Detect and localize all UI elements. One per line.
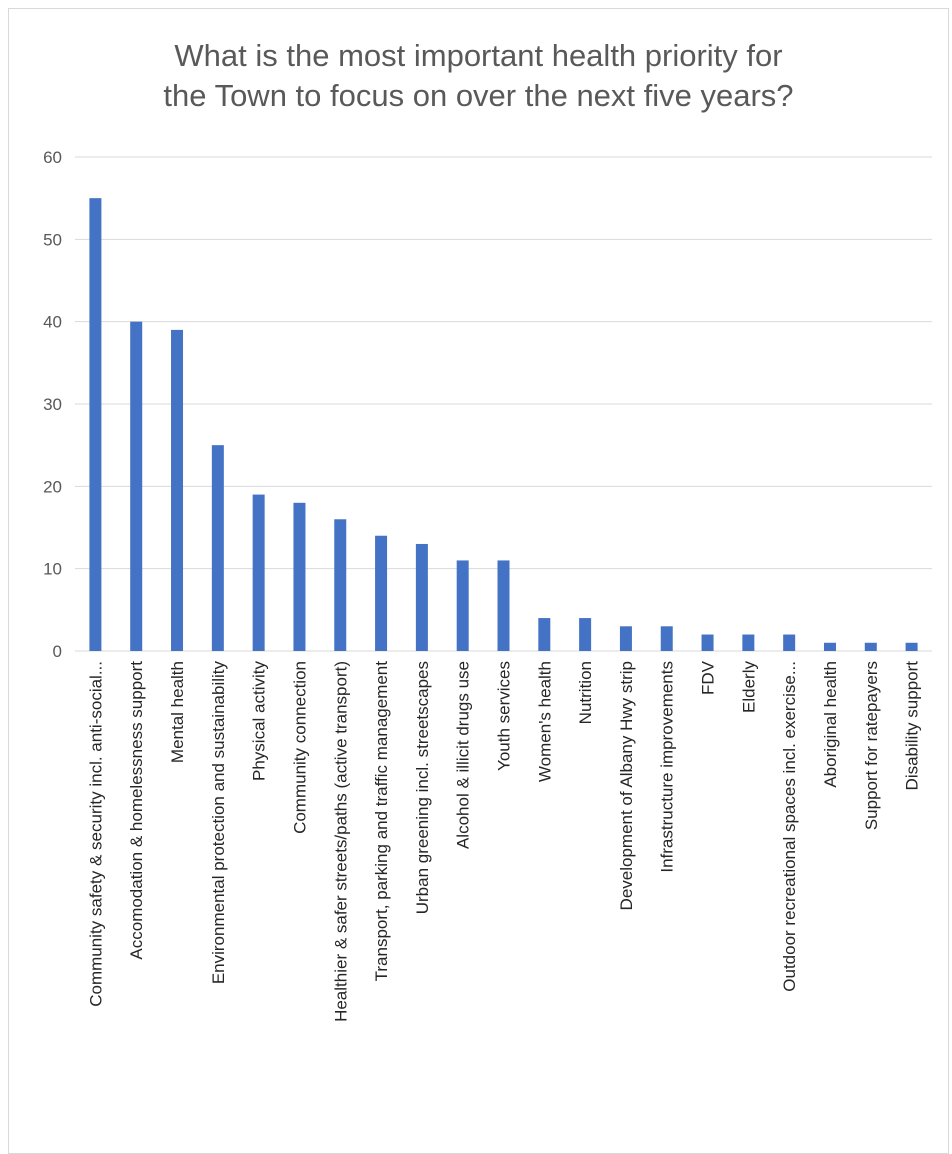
x-category-label: Community safety & security incl. anti-s… xyxy=(86,661,105,1007)
x-category-label: Transport, parking and traffic managemen… xyxy=(372,661,391,982)
chart-title: What is the most important health priori… xyxy=(8,36,949,116)
bar xyxy=(456,560,469,651)
x-category-label: Outdoor recreational spaces incl. exerci… xyxy=(780,661,799,992)
bar xyxy=(293,502,306,651)
bar xyxy=(334,519,347,651)
chart-title-line-2: the Town to focus on over the next five … xyxy=(163,78,794,113)
y-tick-label: 50 xyxy=(43,230,62,249)
x-category-label: Disability support xyxy=(903,661,922,791)
x-category-label: Mental health xyxy=(168,661,187,763)
x-category-label: FDV xyxy=(699,660,718,695)
bar xyxy=(579,618,592,651)
x-category-label: Development of Albany Hwy strip xyxy=(617,661,636,910)
bar xyxy=(497,560,510,651)
y-tick-label: 10 xyxy=(43,560,62,579)
x-category-label: Healthier & safer streets/paths (active … xyxy=(331,661,350,1022)
x-category-label: Youth services xyxy=(495,661,514,771)
x-category-label: Environmental protection and sustainabil… xyxy=(209,661,228,985)
x-category-label: Infrastructure improvements xyxy=(658,661,677,873)
chart-frame xyxy=(8,8,949,1154)
y-tick-label: 40 xyxy=(43,313,62,332)
bar xyxy=(252,494,265,651)
x-category-label: Support for ratepayers xyxy=(862,661,881,830)
bar xyxy=(211,445,224,651)
bar xyxy=(864,642,877,651)
x-category-label: Nutrition xyxy=(576,661,595,724)
y-tick-label: 0 xyxy=(53,642,62,661)
x-category-label: Alcohol & illicit drugs use xyxy=(454,661,473,849)
bar xyxy=(89,198,102,651)
bar xyxy=(538,618,551,651)
bar xyxy=(905,642,918,651)
bar xyxy=(171,329,184,651)
x-category-label: Aboriginal health xyxy=(821,661,840,788)
chart-title-line-1: What is the most important health priori… xyxy=(174,38,783,73)
x-category-label: Elderly xyxy=(739,661,758,713)
bar xyxy=(375,535,388,651)
y-tick-label: 20 xyxy=(43,477,62,496)
x-category-label: Women's health xyxy=(535,661,554,782)
bar xyxy=(783,634,796,651)
bar xyxy=(742,634,755,651)
x-category-label: Physical activity xyxy=(250,661,269,781)
bar xyxy=(823,642,836,651)
x-category-label: Accomodation & homelessness support xyxy=(127,661,146,960)
x-category-label: Urban greening incl. streetscapes xyxy=(413,661,432,914)
x-category-label: Community connection xyxy=(290,661,309,834)
bar xyxy=(660,626,673,651)
bar xyxy=(619,626,632,651)
y-tick-label: 30 xyxy=(43,395,62,414)
y-tick-label: 60 xyxy=(43,148,62,167)
bar xyxy=(701,634,714,651)
bar xyxy=(415,543,428,651)
bar xyxy=(130,321,143,651)
